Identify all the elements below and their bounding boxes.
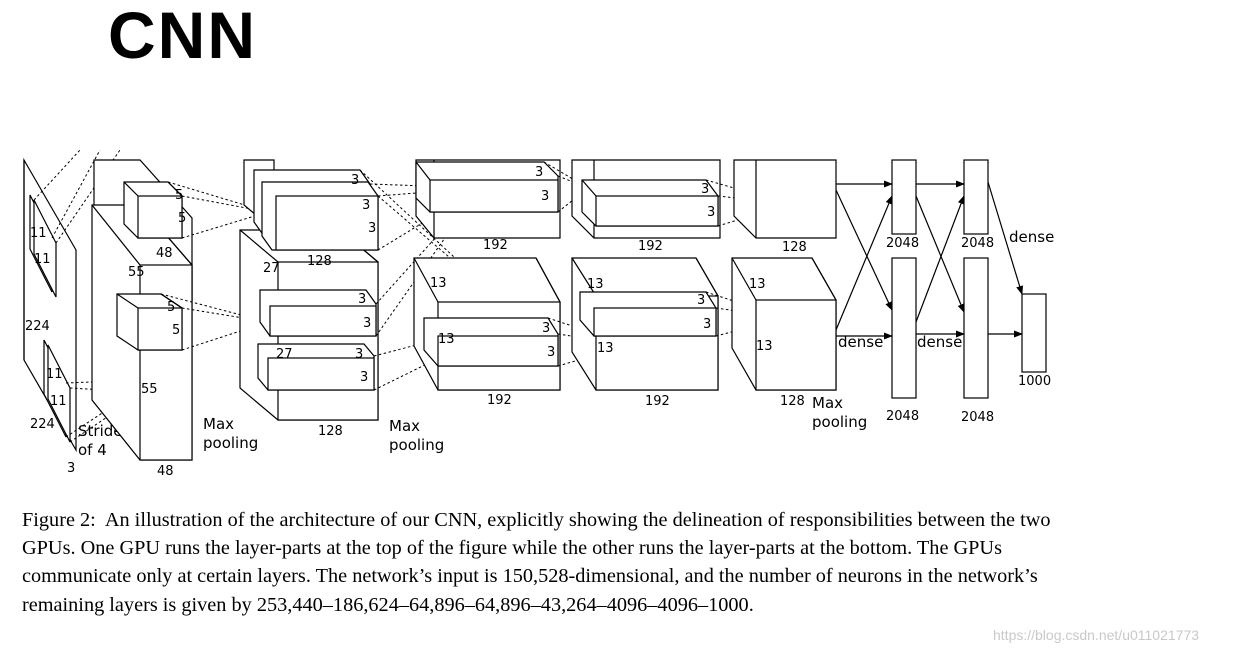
label: 13	[597, 341, 614, 356]
label: 3	[547, 345, 555, 360]
label: 3	[368, 221, 376, 236]
conv3-block	[413, 159, 631, 391]
label: 128	[782, 240, 807, 255]
label: 11	[50, 394, 67, 409]
label: pooling	[812, 413, 867, 431]
figure-caption: Figure 2: An illustration of the archite…	[22, 506, 1062, 619]
label: 11	[30, 226, 47, 241]
label: 2048	[961, 410, 994, 425]
label: 224	[25, 319, 50, 334]
label: 27	[263, 261, 280, 276]
label: 3	[542, 321, 550, 336]
label: dense	[838, 333, 883, 351]
label: 2048	[961, 236, 994, 251]
label: 128	[318, 424, 343, 439]
label: 3	[541, 189, 549, 204]
conv2-block	[239, 159, 521, 421]
label: dense	[1009, 228, 1054, 246]
label: 3	[358, 292, 366, 307]
fc-labels: 2048 2048 2048 2048 dense dense dense 10…	[838, 228, 1054, 425]
label: 3	[707, 205, 715, 220]
conv2-labels: 3 3 3 27 128 3 3 27 3 3 128 Max pooling …	[203, 173, 444, 454]
label: 3	[363, 316, 371, 331]
label: dense	[917, 333, 962, 351]
label: 2048	[886, 236, 919, 251]
conv5-labels: 128 13 13 128 Max pooling	[749, 240, 867, 431]
label: 3	[697, 293, 705, 308]
conv4-labels: 3 3 192 13 3 3 13 192	[587, 182, 715, 409]
label: 3	[360, 370, 368, 385]
label: 192	[487, 393, 512, 408]
label: 55	[141, 382, 158, 397]
label: 11	[34, 252, 51, 267]
conv3-labels: 3 3 192 13 13 3 3 192	[430, 165, 555, 408]
label: 3	[67, 461, 75, 476]
label: 3	[355, 347, 363, 362]
label: 13	[749, 277, 766, 292]
label: 3	[362, 198, 370, 213]
conv1-labels: 5 5 48 55 5 5 55 48	[128, 188, 186, 479]
label: 11	[46, 367, 63, 382]
label: 224	[30, 417, 55, 432]
label: 13	[756, 339, 773, 354]
label: pooling	[203, 434, 258, 452]
input-block	[23, 150, 141, 453]
label: Max	[389, 417, 420, 435]
label: 128	[780, 394, 805, 409]
label: 192	[645, 394, 670, 409]
label: 128	[307, 254, 332, 269]
conv5-block	[731, 159, 837, 391]
label: 2048	[886, 409, 919, 424]
label: 55	[128, 265, 145, 280]
label: 13	[587, 277, 604, 292]
label: 48	[156, 246, 173, 261]
page-title: CNN	[108, 0, 257, 72]
label: Stride	[78, 422, 123, 440]
watermark: https://blog.csdn.net/u011021773	[993, 627, 1200, 643]
label: 1000	[1018, 374, 1051, 389]
caption-text: An illustration of the architecture of o…	[22, 509, 1051, 616]
label: 13	[438, 332, 455, 347]
label: of 4	[78, 441, 107, 459]
label: 5	[178, 211, 186, 226]
label: 3	[351, 173, 359, 188]
label: 192	[483, 238, 508, 253]
label: 3	[703, 317, 711, 332]
label: 5	[167, 300, 175, 315]
label: 192	[638, 239, 663, 254]
label: Max	[203, 415, 234, 433]
label: 13	[430, 276, 447, 291]
caption-label: Figure 2:	[22, 509, 96, 531]
label: 3	[701, 182, 709, 197]
conv1-block	[91, 159, 269, 461]
label: 5	[175, 188, 183, 203]
label: 3	[535, 165, 543, 180]
label: pooling	[389, 436, 444, 454]
cnn-architecture-diagram: 11 11 224 11 11 224 3 Stride of 4	[23, 150, 1054, 479]
input-labels: 11 11 224 11 11 224 3 Stride of 4	[25, 226, 123, 476]
label: 48	[157, 464, 174, 479]
fc-layers	[835, 159, 1047, 399]
label: 5	[172, 323, 180, 338]
label: 27	[276, 347, 293, 362]
label: Max	[812, 394, 843, 412]
